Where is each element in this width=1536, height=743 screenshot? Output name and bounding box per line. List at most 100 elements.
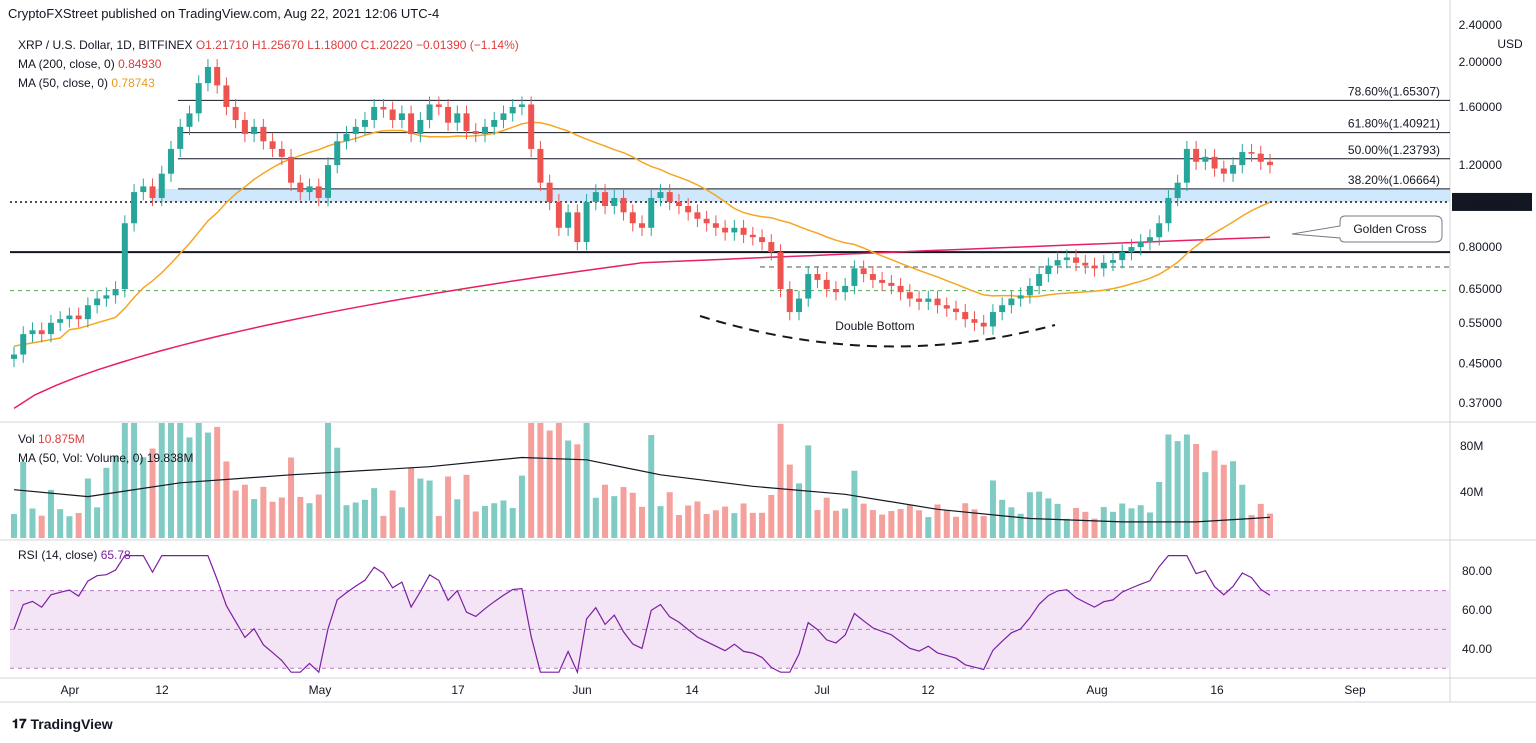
volume-bar — [1017, 513, 1024, 538]
candle — [832, 289, 839, 293]
volume-bar — [269, 501, 276, 538]
volume-bar — [1054, 503, 1061, 538]
volume-bar — [1267, 513, 1273, 538]
volume-bar — [241, 484, 248, 538]
candle — [814, 274, 821, 280]
candle — [232, 106, 239, 120]
candle — [1045, 265, 1052, 275]
volume-bar — [832, 510, 839, 538]
volume-bar — [214, 426, 221, 538]
candle — [361, 119, 368, 127]
candle — [38, 330, 45, 335]
volume-bar — [1082, 511, 1089, 538]
price-tick-label: 0.45000 — [1459, 356, 1503, 370]
volume-bar — [408, 467, 415, 538]
volume-bar — [555, 423, 562, 538]
candle — [1026, 285, 1033, 296]
ma200-label: MA (200, close, 0) — [18, 57, 115, 71]
candle — [620, 197, 627, 213]
candle — [1063, 257, 1070, 261]
volume-bar — [297, 496, 304, 538]
candle — [1183, 148, 1190, 183]
candle — [528, 104, 535, 149]
candle — [583, 201, 590, 243]
price-tick-label: 1.20000 — [1459, 158, 1503, 172]
candle — [805, 274, 812, 299]
volume-bar — [962, 503, 969, 538]
volume-bar — [121, 423, 128, 538]
volume-bar — [869, 510, 876, 538]
volume-bar — [1026, 492, 1033, 538]
candle — [1008, 298, 1015, 306]
candle — [925, 298, 932, 302]
time-tick-label: Apr — [61, 683, 80, 697]
fib-label: 50.00%(1.23793) — [1348, 143, 1440, 157]
rsi-legend: RSI (14, close) 65.78 — [18, 548, 131, 562]
rsi-tick-label: 60.00 — [1462, 603, 1492, 617]
ma50-legend: MA (50, close, 0) 0.78743 — [18, 76, 155, 90]
candle — [454, 113, 461, 123]
volume-bar — [186, 437, 193, 538]
candle — [140, 186, 147, 193]
candle — [1091, 265, 1098, 269]
volume-ma-line — [13, 456, 1271, 523]
candle — [602, 192, 609, 207]
volume-bar — [149, 448, 156, 538]
candle — [223, 85, 230, 107]
volume-bar — [934, 504, 941, 538]
volume-bar — [454, 499, 461, 538]
volume-bar — [1165, 434, 1172, 538]
rsi-value: 65.78 — [100, 548, 131, 562]
ma50-label: MA (50, close, 0) — [18, 76, 109, 90]
volume-bar — [20, 461, 27, 538]
candle — [851, 268, 858, 286]
volume-bar — [131, 423, 138, 538]
candle — [768, 242, 775, 253]
golden-cross-label: Golden Cross — [1353, 222, 1426, 236]
candle — [47, 322, 54, 335]
ma200-legend: MA (200, close, 0) 0.84930 — [18, 57, 161, 71]
volume-bar — [1045, 498, 1052, 538]
volume-bar — [251, 499, 258, 538]
volume-bar — [232, 490, 239, 538]
candle — [214, 66, 221, 86]
candle — [241, 119, 248, 134]
candle — [500, 113, 507, 120]
volume-bar — [639, 506, 645, 538]
volume-bar — [814, 510, 821, 538]
candle — [1017, 295, 1024, 299]
volume-bar — [989, 480, 996, 538]
candle — [1220, 168, 1227, 174]
candle — [260, 126, 267, 142]
volume-bar — [620, 487, 627, 538]
volume-bar — [925, 517, 932, 538]
volume-bar — [1239, 484, 1246, 538]
volume-bar — [195, 423, 202, 538]
volume-bar — [759, 512, 766, 538]
volume-bar — [140, 457, 147, 538]
time-tick-label: 16 — [1210, 683, 1224, 697]
volume-bar — [463, 474, 470, 538]
double-bottom-label: Double Bottom — [835, 319, 914, 333]
volume-bar — [1100, 507, 1107, 538]
volume-bar — [629, 492, 636, 538]
price-legend: XRP / U.S. Dollar, 1D, BITFINEX O1.21710… — [18, 38, 519, 52]
candle — [463, 113, 470, 132]
volume-bar — [565, 440, 572, 538]
candle — [1193, 148, 1200, 162]
volume-bar — [389, 490, 396, 538]
rsi-line — [13, 555, 1271, 675]
volume-bar — [306, 503, 313, 538]
candle — [943, 305, 950, 309]
candle — [121, 223, 128, 290]
candle — [251, 126, 258, 134]
volume-bar — [371, 488, 378, 538]
volume-bar — [888, 511, 895, 538]
candle — [334, 141, 341, 166]
volume-bar — [426, 480, 433, 538]
volume-bar — [796, 483, 802, 538]
candle — [84, 305, 91, 320]
volume-bar — [57, 509, 64, 538]
candle — [1073, 257, 1080, 263]
